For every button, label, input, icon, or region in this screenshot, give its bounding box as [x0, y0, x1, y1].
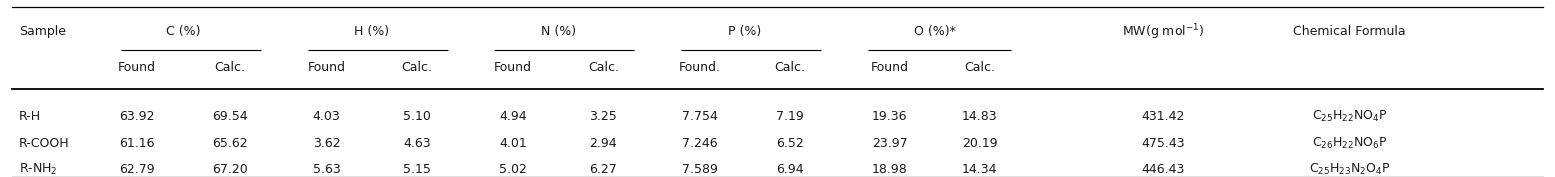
Text: 5.15: 5.15: [403, 163, 431, 176]
Text: 5.63: 5.63: [313, 163, 341, 176]
Text: 14.34: 14.34: [963, 163, 997, 176]
Text: 18.98: 18.98: [872, 163, 907, 176]
Text: 446.43: 446.43: [1141, 163, 1185, 176]
Text: 63.92: 63.92: [120, 110, 154, 123]
Text: Found: Found: [118, 61, 156, 74]
Text: Found: Found: [871, 61, 908, 74]
Text: 65.62: 65.62: [213, 137, 247, 150]
Text: Calc.: Calc.: [588, 61, 619, 74]
Text: 7.246: 7.246: [683, 137, 717, 150]
Text: Calc.: Calc.: [215, 61, 246, 74]
Text: Found: Found: [494, 61, 532, 74]
Text: 67.20: 67.20: [213, 163, 247, 176]
Text: 6.27: 6.27: [589, 163, 617, 176]
Text: 5.02: 5.02: [499, 163, 527, 176]
Text: MW(g mol$^{-1}$): MW(g mol$^{-1}$): [1123, 22, 1204, 42]
Text: C$_{26}$H$_{22}$NO$_{6}$P: C$_{26}$H$_{22}$NO$_{6}$P: [1312, 136, 1387, 151]
Text: 14.83: 14.83: [963, 110, 997, 123]
Text: 4.94: 4.94: [499, 110, 527, 123]
Text: 6.52: 6.52: [776, 137, 804, 150]
Text: Calc.: Calc.: [401, 61, 432, 74]
Text: 7.589: 7.589: [681, 163, 718, 176]
Text: 20.19: 20.19: [963, 137, 997, 150]
Text: O (%)*: O (%)*: [914, 25, 955, 38]
Text: C$_{25}$H$_{22}$NO$_{4}$P: C$_{25}$H$_{22}$NO$_{4}$P: [1312, 109, 1387, 124]
Text: R-COOH: R-COOH: [19, 137, 70, 150]
Text: 4.01: 4.01: [499, 137, 527, 150]
Text: 61.16: 61.16: [120, 137, 154, 150]
Text: C$_{25}$H$_{23}$N$_{2}$O$_{4}$P: C$_{25}$H$_{23}$N$_{2}$O$_{4}$P: [1309, 162, 1390, 177]
Text: 7.19: 7.19: [776, 110, 804, 123]
Text: 69.54: 69.54: [213, 110, 247, 123]
Text: Calc.: Calc.: [964, 61, 995, 74]
Text: 7.754: 7.754: [681, 110, 718, 123]
Text: Found: Found: [308, 61, 345, 74]
Text: Found.: Found.: [678, 61, 722, 74]
Text: 475.43: 475.43: [1141, 137, 1185, 150]
Text: 431.42: 431.42: [1141, 110, 1185, 123]
Text: H (%): H (%): [355, 25, 389, 38]
Text: R-NH$_{2}$: R-NH$_{2}$: [19, 162, 58, 177]
Text: 3.25: 3.25: [589, 110, 617, 123]
Text: Calc.: Calc.: [774, 61, 805, 74]
Text: R-H: R-H: [19, 110, 40, 123]
Text: 6.94: 6.94: [776, 163, 804, 176]
Text: Sample: Sample: [19, 25, 65, 38]
Text: 5.10: 5.10: [403, 110, 431, 123]
Text: 62.79: 62.79: [120, 163, 154, 176]
Text: Chemical Formula: Chemical Formula: [1294, 25, 1406, 38]
Text: 4.63: 4.63: [403, 137, 431, 150]
Text: C (%): C (%): [166, 25, 201, 38]
Text: P (%): P (%): [728, 25, 762, 38]
Text: N (%): N (%): [541, 25, 575, 38]
Text: 19.36: 19.36: [872, 110, 907, 123]
Text: 23.97: 23.97: [872, 137, 907, 150]
Text: 3.62: 3.62: [313, 137, 341, 150]
Text: 4.03: 4.03: [313, 110, 341, 123]
Text: 2.94: 2.94: [589, 137, 617, 150]
